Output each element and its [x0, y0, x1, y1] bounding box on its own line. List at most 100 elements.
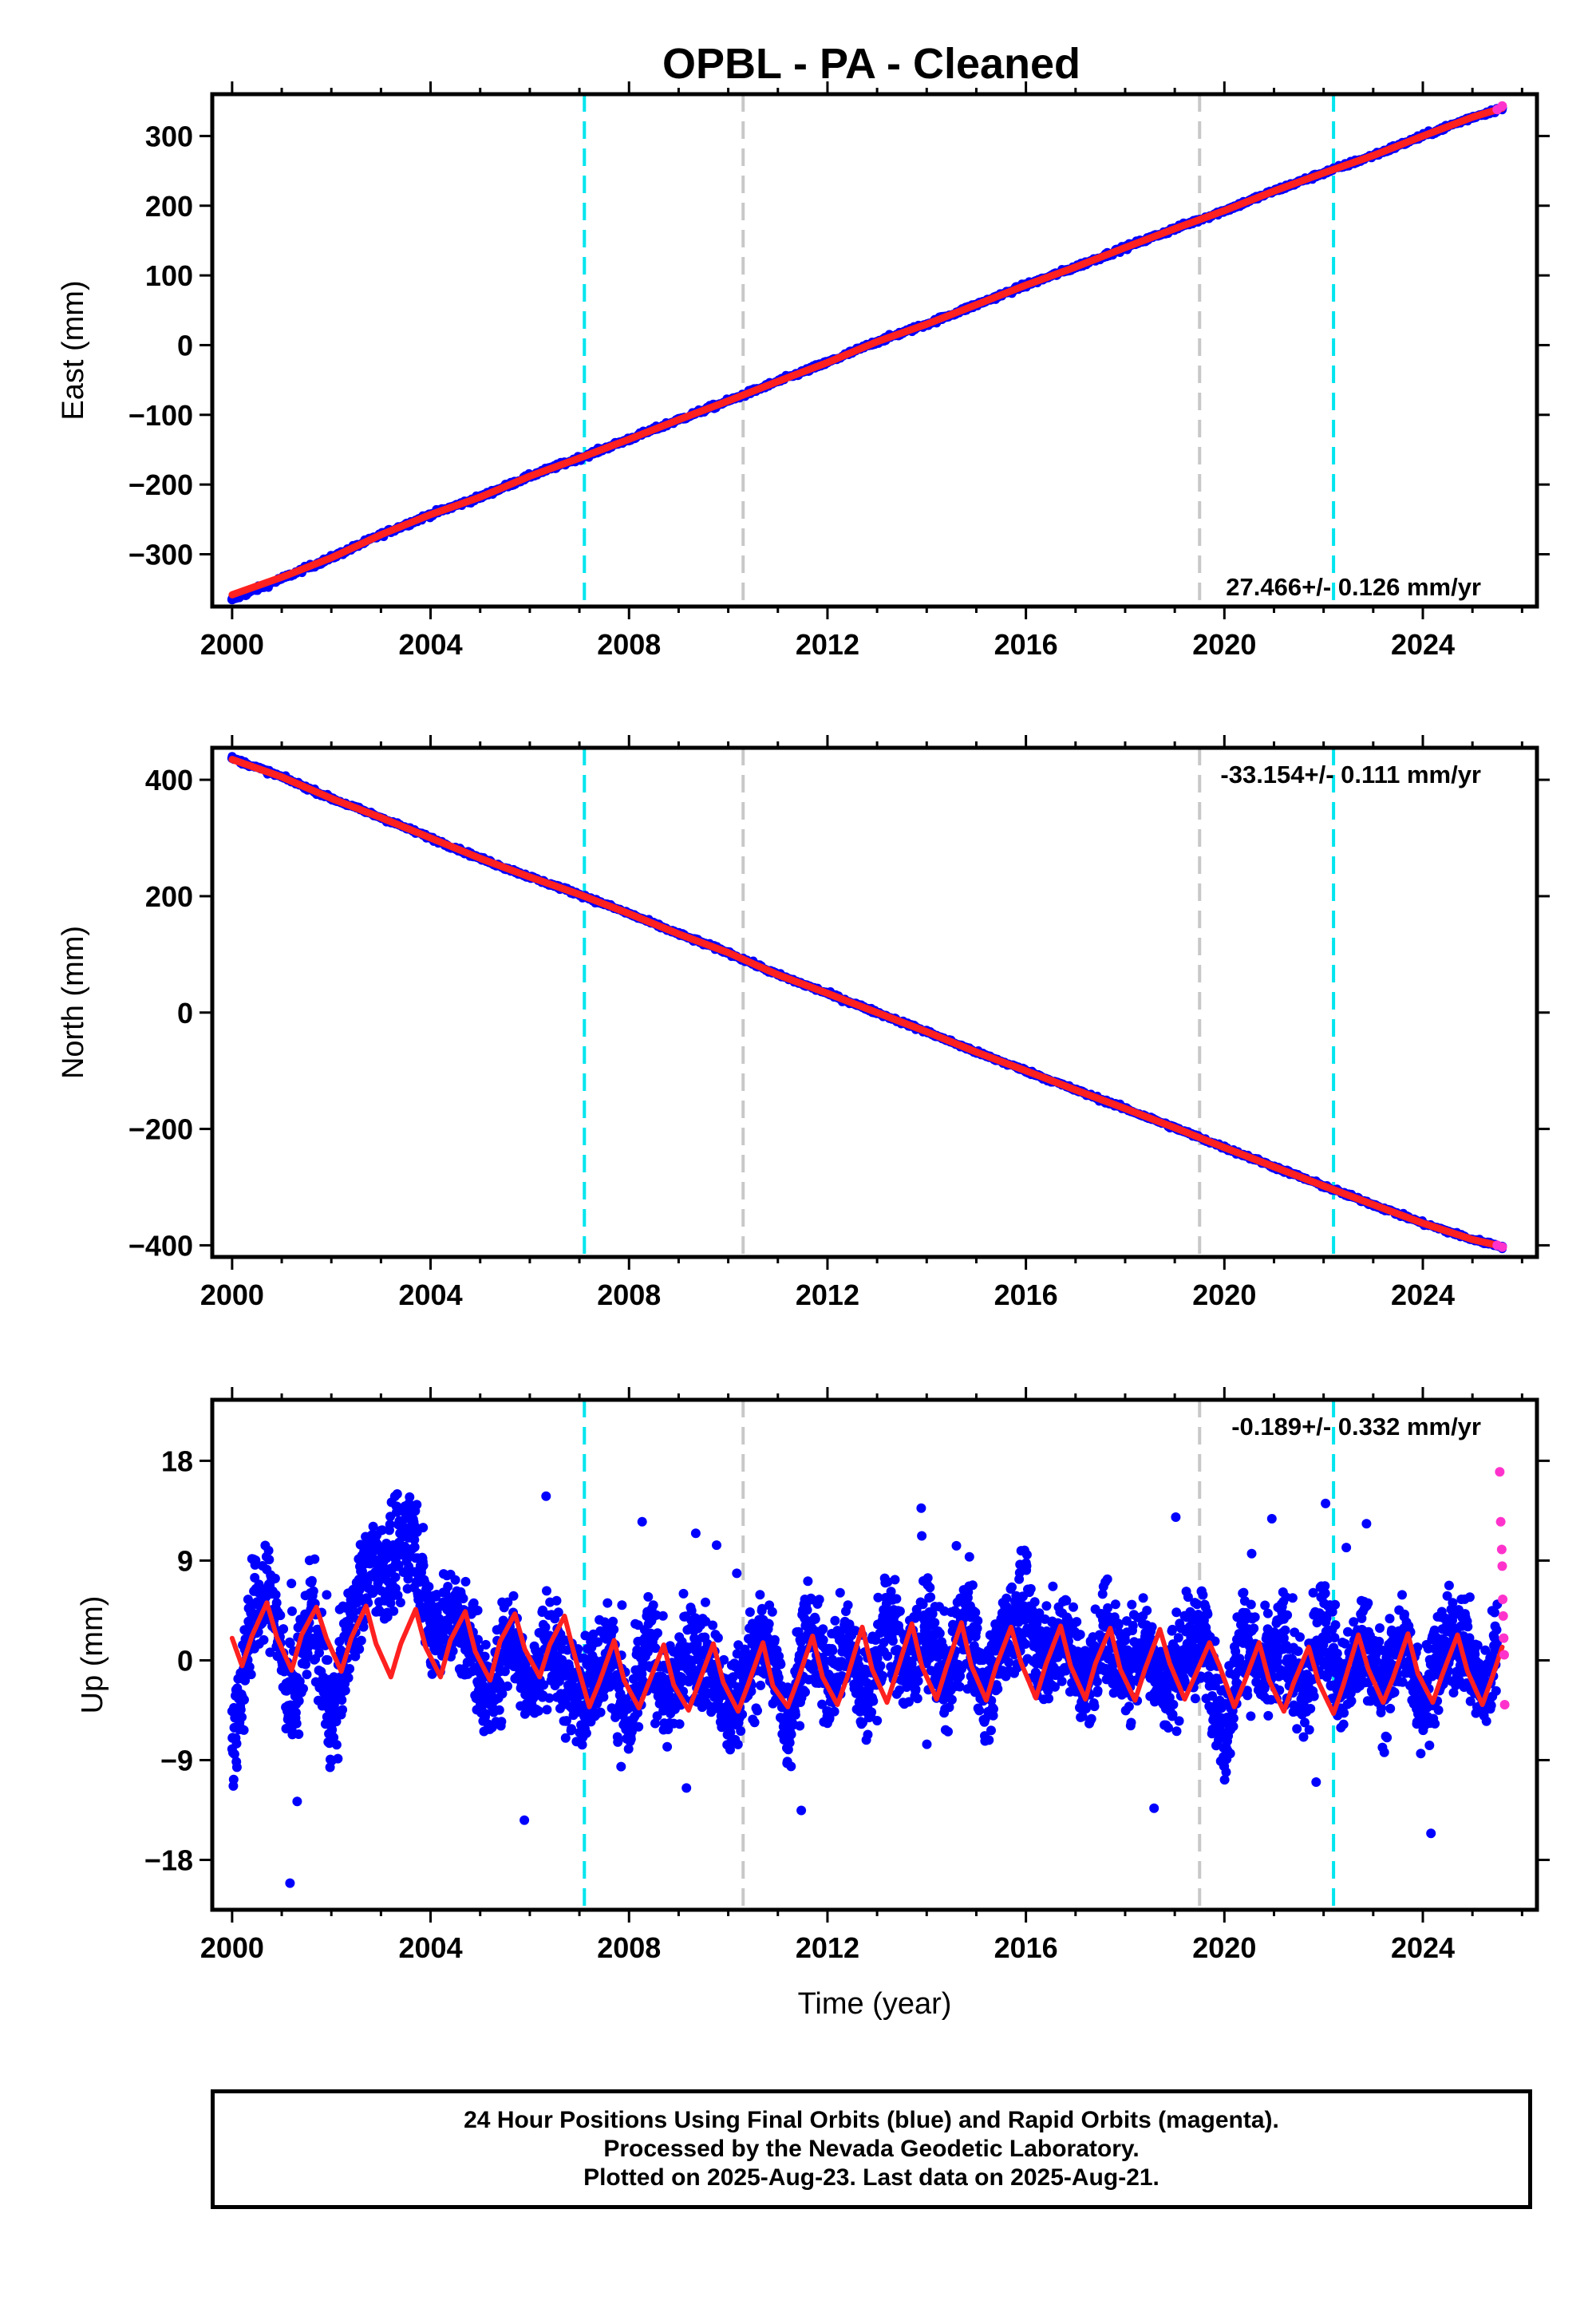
final-orbit-point	[690, 1528, 701, 1539]
final-orbit-point	[494, 1705, 504, 1715]
final-orbit-point	[764, 1618, 774, 1629]
final-orbit-point	[392, 1489, 402, 1499]
final-orbit-point	[329, 1733, 339, 1743]
final-orbit-point	[375, 1607, 385, 1617]
y-tick-label: −200	[128, 1113, 193, 1146]
final-orbit-point	[497, 1689, 508, 1699]
final-orbit-point	[634, 1721, 644, 1732]
final-orbit-point	[784, 1737, 795, 1748]
y-tick-label: 100	[145, 259, 193, 292]
final-orbit-point	[308, 1586, 318, 1596]
final-orbit-point	[480, 1651, 490, 1662]
y-tick-label: 200	[145, 190, 193, 223]
final-orbit-point	[793, 1626, 804, 1637]
final-orbit-point	[786, 1729, 796, 1740]
final-orbit-point	[263, 1545, 274, 1555]
final-orbit-point	[306, 1575, 317, 1586]
final-orbit-point	[480, 1709, 491, 1719]
final-orbit-point	[302, 1670, 312, 1680]
final-orbit-point	[503, 1597, 513, 1607]
final-orbit-point	[642, 1647, 653, 1657]
final-orbit-point	[708, 1620, 718, 1630]
final-orbit-point	[237, 1712, 247, 1722]
plot-frame	[210, 92, 1539, 609]
x-tick-label: 2004	[399, 1279, 463, 1311]
final-orbit-point	[264, 1555, 275, 1565]
final-orbit-point	[540, 1622, 551, 1632]
final-orbit-point	[719, 1654, 729, 1665]
final-orbit-point	[285, 1638, 295, 1649]
final-orbit-point	[650, 1643, 661, 1654]
final-orbit-point	[795, 1721, 805, 1731]
final-orbit-point	[643, 1591, 654, 1602]
chart-title: OPBL - PA - Cleaned	[662, 40, 1080, 88]
final-orbit-point	[551, 1595, 562, 1606]
final-orbit-point	[674, 1719, 685, 1729]
final-orbit-point	[790, 1709, 800, 1720]
final-orbit-point	[712, 1540, 721, 1551]
final-orbit-point	[541, 1491, 551, 1501]
final-orbit-point	[539, 1680, 549, 1690]
final-orbit-point	[292, 1796, 302, 1807]
final-orbit-point	[333, 1753, 343, 1764]
final-orbit-point	[736, 1726, 746, 1736]
final-orbit-point	[350, 1651, 361, 1662]
final-orbit-point	[713, 1633, 723, 1643]
final-orbit-point	[418, 1523, 429, 1533]
final-orbit-point	[377, 1525, 387, 1535]
x-tick-label: 2012	[796, 1279, 859, 1311]
x-tick-label: 2012	[796, 628, 859, 661]
final-orbit-point	[345, 1664, 355, 1674]
final-orbit-point	[231, 1762, 242, 1773]
final-orbit-point	[354, 1644, 365, 1654]
final-orbit-point	[560, 1733, 571, 1743]
final-orbit-point	[294, 1729, 304, 1739]
final-orbit-point	[382, 1611, 393, 1622]
x-tick-label: 2020	[1192, 1279, 1256, 1311]
final-orbit-point	[757, 1603, 767, 1614]
final-orbit-point	[496, 1717, 507, 1727]
final-orbit-point	[385, 1520, 395, 1530]
final-orbit-cloud	[227, 752, 1507, 1254]
final-orbit-point	[251, 1555, 261, 1565]
final-orbit-point	[609, 1624, 619, 1634]
final-orbit-point	[331, 1740, 342, 1750]
final-orbit-point	[533, 1705, 543, 1716]
final-orbit-point	[500, 1666, 510, 1677]
rapid-orbit-point	[1497, 101, 1507, 111]
final-orbit-point	[658, 1611, 668, 1621]
final-orbit-point	[662, 1741, 673, 1752]
final-orbit-point	[409, 1542, 420, 1552]
final-orbit-point	[287, 1606, 297, 1616]
x-tick-label: 2008	[597, 1279, 661, 1311]
final-orbit-point	[322, 1590, 332, 1600]
x-tick-label: 2000	[200, 1279, 264, 1311]
x-tick-label: 2020	[1192, 628, 1256, 661]
y-tick-label: 0	[177, 997, 193, 1030]
x-tick-label: 2008	[597, 628, 661, 661]
final-orbit-point	[593, 1637, 603, 1647]
final-orbit-point	[755, 1590, 765, 1600]
final-orbit-point	[544, 1693, 555, 1703]
model-fit-line	[228, 105, 1506, 599]
final-orbit-point	[409, 1535, 420, 1545]
final-orbit-point	[239, 1725, 249, 1735]
final-orbit-point	[275, 1611, 286, 1621]
final-orbit-point	[553, 1607, 563, 1618]
final-orbit-point	[567, 1724, 576, 1734]
y-tick-label: −400	[128, 1229, 193, 1262]
x-tick-label: 2004	[399, 628, 463, 661]
final-orbit-point	[298, 1683, 308, 1694]
final-orbit-point	[450, 1575, 460, 1585]
final-orbit-point	[776, 1659, 786, 1670]
final-orbit-point	[472, 1605, 483, 1615]
final-orbit-point	[562, 1716, 571, 1726]
final-orbit-point	[285, 1878, 295, 1888]
final-orbit-point	[701, 1597, 710, 1607]
final-orbit-point	[648, 1600, 658, 1611]
final-orbit-point	[403, 1574, 413, 1584]
final-orbit-point	[637, 1516, 647, 1527]
up-panel: 2000 2004 2008 2012 2016 2020 2024−18−90918Up …	[76, 1387, 1550, 2021]
east-panel: 2000 2004 2008 2012 2016 2020 2024−300−200−100…	[57, 81, 1550, 661]
